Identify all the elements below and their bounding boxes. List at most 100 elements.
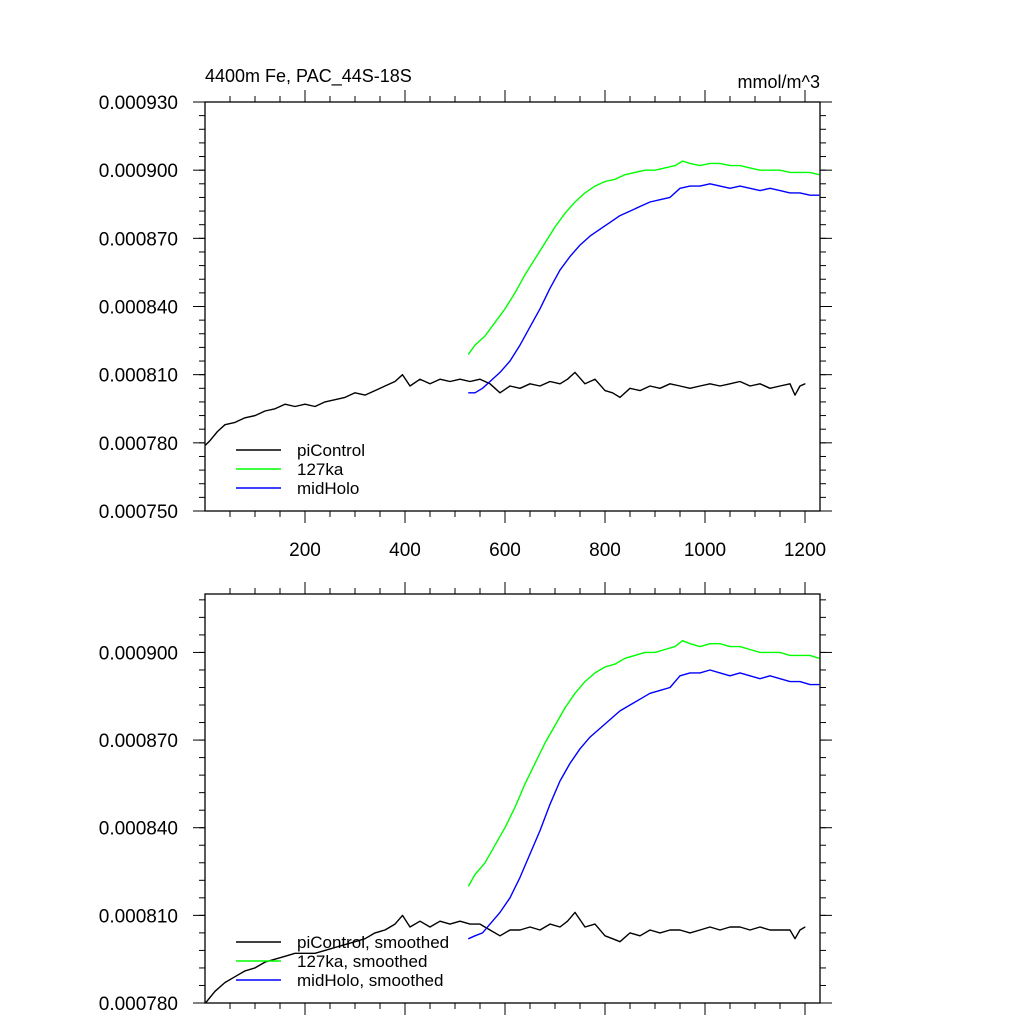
data-point	[769, 387, 771, 389]
data-point	[749, 385, 751, 387]
data-point	[804, 926, 806, 928]
data-point	[474, 935, 476, 937]
data-point	[719, 929, 721, 931]
data-point	[594, 923, 596, 925]
data-point	[234, 421, 236, 423]
data-point	[809, 171, 811, 173]
data-point	[205, 444, 206, 446]
data-point	[484, 335, 486, 337]
data-point	[584, 926, 586, 928]
data-point	[799, 681, 801, 683]
data-point	[619, 941, 621, 943]
data-point	[574, 371, 576, 373]
data-point	[769, 187, 771, 189]
data-point	[654, 169, 656, 171]
data-point	[469, 923, 471, 925]
data-point	[769, 929, 771, 931]
data-point	[214, 990, 216, 992]
chart-title: 4400m Fe, PAC_44S-18S	[205, 66, 412, 87]
data-point	[612, 938, 613, 940]
data-point	[649, 929, 651, 931]
data-point	[314, 952, 316, 954]
x-tick-label: 200	[289, 540, 321, 561]
data-point	[459, 378, 461, 380]
data-point	[629, 704, 631, 706]
data-point	[769, 169, 771, 171]
data-point	[629, 932, 631, 934]
y-tick-label: 0.000900	[99, 161, 178, 182]
data-point	[719, 643, 721, 645]
data-point	[474, 873, 476, 875]
data-point	[584, 383, 586, 385]
data-point	[494, 321, 496, 323]
data-point	[639, 935, 641, 937]
data-point	[224, 424, 226, 426]
data-point	[217, 430, 218, 432]
chart-units: mmol/m^3	[738, 72, 820, 92]
data-point	[402, 914, 403, 916]
data-point	[699, 185, 701, 187]
data-point	[679, 187, 681, 189]
data-point	[334, 399, 336, 401]
data-point	[794, 938, 796, 940]
data-point	[779, 385, 781, 387]
data-point	[604, 181, 606, 183]
data-point	[689, 162, 691, 164]
data-point	[479, 378, 481, 380]
data-point	[354, 392, 356, 394]
data-point	[689, 387, 691, 389]
data-point	[699, 385, 701, 387]
data-point	[544, 242, 546, 244]
data-point	[709, 183, 711, 185]
data-point	[549, 287, 551, 289]
data-point	[519, 344, 521, 346]
data-point	[489, 383, 491, 385]
data-point	[589, 235, 591, 237]
x-tick-label: 600	[489, 540, 521, 561]
legend-label: 127ka	[297, 460, 344, 479]
data-point	[539, 830, 541, 832]
data-point	[689, 185, 691, 187]
data-point	[314, 405, 316, 407]
data-point	[584, 681, 586, 683]
data-point	[244, 970, 246, 972]
data-point	[569, 762, 571, 764]
series-midholo	[468, 183, 820, 394]
data-point	[449, 380, 451, 382]
data-point	[804, 383, 806, 385]
data-point	[639, 698, 641, 700]
data-point	[205, 1002, 206, 1004]
data-point	[559, 926, 561, 928]
data-point	[644, 169, 646, 171]
data-point	[669, 686, 671, 688]
data-point	[749, 649, 751, 651]
data-point	[689, 643, 691, 645]
data-point	[619, 215, 621, 217]
data-point	[614, 663, 616, 665]
data-point	[539, 929, 541, 931]
y-tick-label: 0.000930	[99, 93, 178, 114]
data-point	[499, 371, 501, 373]
data-point	[659, 932, 661, 934]
data-point	[624, 174, 626, 176]
data-point	[739, 646, 741, 648]
data-point	[709, 643, 711, 645]
data-point	[614, 178, 616, 180]
data-point	[244, 417, 246, 419]
data-point	[409, 926, 411, 928]
data-point	[599, 727, 601, 729]
data-point	[574, 692, 576, 694]
y-tick-label: 0.000900	[99, 643, 178, 664]
data-point	[284, 403, 286, 405]
data-point	[324, 401, 326, 403]
data-point	[729, 165, 731, 167]
x-tick-label: 400	[389, 540, 421, 561]
data-point	[779, 190, 781, 192]
data-point	[719, 385, 721, 387]
data-point	[689, 932, 691, 934]
data-point	[659, 689, 661, 691]
data-point	[789, 681, 791, 683]
y-tick-label: 0.000810	[99, 906, 178, 927]
data-point	[654, 651, 656, 653]
data-point	[809, 194, 811, 196]
